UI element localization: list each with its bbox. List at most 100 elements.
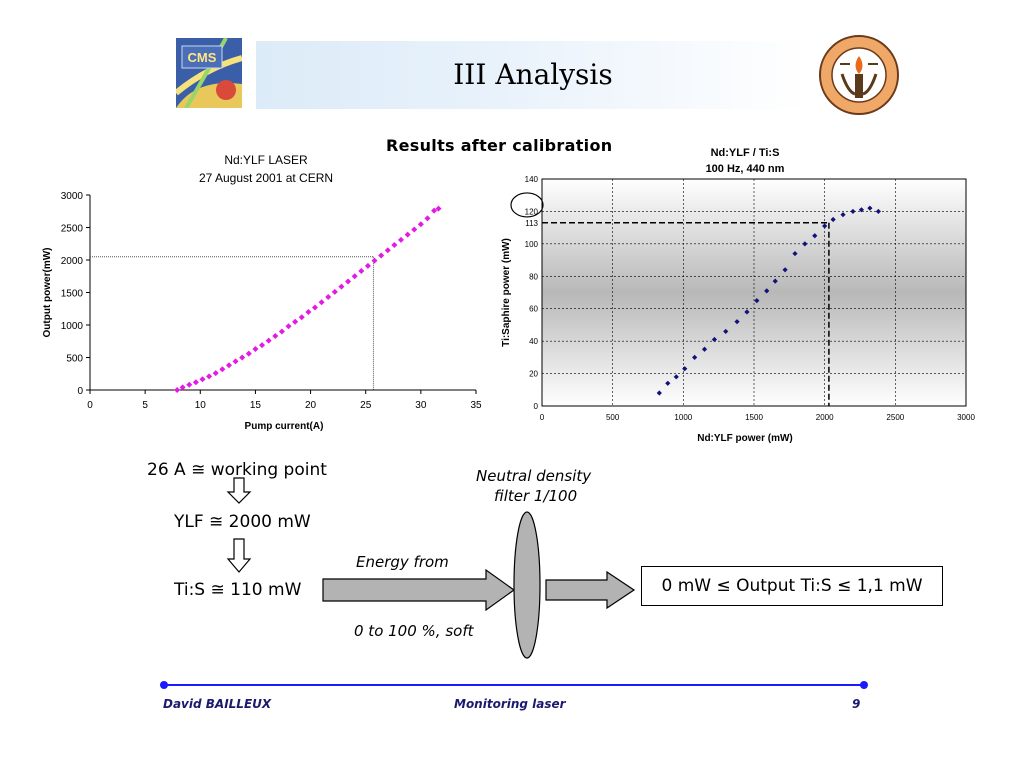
data-point [331, 288, 338, 295]
data-point [764, 288, 770, 294]
x-tick-label: 0 [540, 413, 545, 422]
y-tick-label: 0 [534, 402, 539, 411]
footer-topic: Monitoring laser [454, 697, 566, 711]
y-tick-label-extra: 113 [525, 219, 538, 228]
data-point [417, 221, 424, 228]
y-tick-label: 60 [529, 305, 538, 314]
title-banner [256, 41, 810, 109]
data-point [431, 207, 438, 214]
data-point [802, 241, 808, 247]
chart-subtitle: 27 August 2001 at CERN [199, 171, 333, 185]
data-point [311, 304, 318, 311]
down-arrow-icon [226, 477, 252, 504]
data-point [305, 309, 312, 315]
x-tick-label: 2500 [886, 413, 904, 422]
data-point [435, 205, 442, 212]
data-point [272, 333, 279, 340]
footer-dot-left [160, 681, 168, 689]
data-point [219, 366, 226, 373]
data-point [252, 346, 259, 353]
data-point [174, 387, 181, 393]
data-point [398, 236, 405, 243]
data-point [318, 299, 325, 306]
caltech-seal-logo [818, 34, 900, 116]
data-point [179, 384, 186, 391]
tis-power-label: Ti:S ≅ 110 mW [174, 580, 302, 600]
data-point [278, 328, 285, 335]
data-point [192, 379, 199, 386]
data-point [285, 323, 292, 330]
data-point [186, 381, 193, 388]
y-tick-label: 100 [525, 240, 539, 249]
data-point [875, 208, 881, 215]
data-point [292, 318, 299, 325]
data-point [358, 268, 365, 275]
data-point [812, 233, 818, 239]
x-tick-label: 20 [305, 400, 317, 411]
x-tick-label: 15 [250, 400, 262, 411]
filter-label-line2: filter 1/100 [494, 487, 578, 505]
x-tick-label: 500 [606, 413, 620, 422]
x-tick-label: 25 [360, 400, 372, 411]
chart-subtitle: 100 Hz, 440 nm [706, 163, 785, 175]
x-tick-label: 35 [470, 400, 482, 411]
y-tick-label: 3000 [61, 191, 84, 202]
slide-subtitle: Results after calibration [386, 136, 613, 155]
data-point [239, 354, 246, 361]
data-point [232, 358, 239, 365]
cms-logo-text: CMS [188, 50, 217, 65]
x-tick-label: 5 [142, 400, 148, 411]
data-point [298, 314, 305, 321]
x-tick-label: 2000 [816, 413, 834, 422]
data-point [206, 373, 213, 380]
data-point [404, 231, 411, 238]
chart-title: Nd:YLF LASER [224, 153, 308, 167]
neutral-density-filter-lens [513, 511, 541, 659]
x-tick-label: 30 [415, 400, 427, 411]
nd-ylf-tis-chart: Nd:YLF / Ti:S 100 Hz, 440 nm 0 20 40 60 80 100 1… [501, 147, 975, 444]
data-point [384, 247, 391, 254]
slide-title: III Analysis [453, 58, 613, 91]
y-tick-label: 120 [525, 207, 539, 216]
footer-divider [163, 684, 865, 686]
data-point [351, 273, 358, 280]
chart-title: Nd:YLF / Ti:S [711, 147, 780, 159]
y-tick-label: 2000 [61, 256, 84, 267]
data-point [411, 226, 418, 233]
data-point [338, 283, 345, 290]
nd-ylf-laser-chart: Nd:YLF LASER 27 August 2001 at CERN 0 500 10… [42, 153, 482, 432]
data-point [858, 207, 865, 213]
output-range-box: 0 mW ≤ Output Ti:S ≤ 1,1 mW [641, 566, 943, 606]
y-tick-label: 140 [525, 175, 539, 184]
y-tick-label: 500 [66, 354, 83, 365]
energy-range-label: 0 to 100 %, soft [354, 622, 474, 640]
data-point [378, 252, 385, 259]
footer-dot-right [860, 681, 868, 689]
output-arrow [545, 570, 636, 610]
data-point [822, 223, 828, 229]
down-arrow-icon [226, 538, 252, 573]
data-point [212, 370, 219, 377]
x-tick-label: 3000 [957, 413, 975, 422]
footer-page-number: 9 [852, 697, 861, 711]
y-tick-label: 0 [77, 386, 83, 397]
x-axis-label: Nd:YLF power (mW) [697, 433, 793, 444]
data-point [850, 208, 856, 215]
footer-author: David BAILLEUX [163, 697, 272, 711]
data-point [391, 242, 398, 249]
data-point [245, 350, 252, 357]
working-point-label: 26 A ≅ working point [147, 460, 327, 480]
x-tick-label: 0 [87, 400, 93, 411]
y-tick-label: 80 [529, 272, 538, 281]
data-point [345, 278, 352, 285]
y-axis-label: Ti:Saphire power (mW) [501, 238, 512, 347]
filter-label-line1: Neutral density [476, 467, 592, 485]
y-tick-label: 1500 [61, 289, 84, 300]
data-point [867, 205, 873, 211]
data-point [265, 337, 272, 344]
data-point [259, 342, 266, 349]
data-point [701, 346, 708, 352]
energy-from-label: Energy from [356, 553, 449, 571]
data-point [371, 257, 378, 264]
y-tick-label: 1000 [61, 321, 84, 332]
